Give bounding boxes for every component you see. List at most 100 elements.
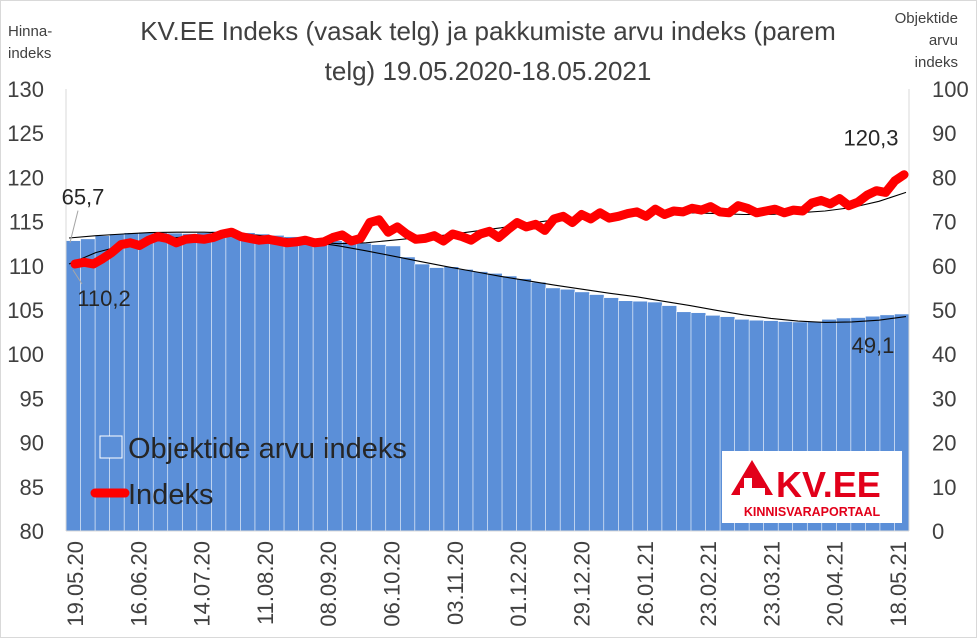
bar (94, 235, 111, 532)
left-tick-label: 100 (7, 342, 44, 367)
bar (472, 271, 489, 532)
bar (501, 275, 518, 532)
left-tick-label: 90 (20, 431, 44, 456)
bar (341, 241, 358, 532)
left-tick-label: 95 (20, 386, 44, 411)
x-tick-label: 18.05.21 (886, 541, 911, 627)
bar (80, 238, 96, 532)
right-axis-title-line-3: indeks (915, 54, 958, 71)
right-tick-label: 70 (932, 210, 956, 235)
right-tick-label: 40 (932, 342, 956, 367)
x-tick-label: 29.12.20 (570, 541, 595, 627)
right-tick-label: 0 (932, 519, 944, 544)
right-tick-label: 50 (932, 298, 956, 323)
x-tick-label: 23.02.21 (696, 541, 721, 627)
right-tick-label: 10 (932, 475, 956, 500)
axes (65, 89, 910, 532)
left-tick-label: 80 (20, 519, 44, 544)
right-tick-label: 90 (932, 121, 956, 146)
right-tick-label: 30 (932, 386, 956, 411)
left-tick-label: 120 (7, 165, 44, 190)
left-tick-label: 85 (20, 475, 44, 500)
x-tick-label: 26.01.21 (633, 541, 658, 627)
tick-labels: 80 85 90 95 100 105 110 115 120 125 130 0 10 20 30 40 50… (7, 77, 968, 627)
data-label-objektide-last: 49,1 (852, 333, 895, 358)
left-tick-label: 125 (7, 121, 44, 146)
x-tick-label: 01.12.20 (506, 541, 531, 627)
bar (399, 256, 416, 532)
legend-label-objektide: Objektide arvu indeks (128, 433, 407, 465)
house-arrow-icon (731, 460, 773, 495)
bar (269, 235, 285, 532)
bar (588, 294, 605, 532)
bar (385, 245, 401, 532)
chart-title-line-2: telg) 19.05.2020-18.05.2021 (325, 56, 652, 86)
bar (516, 278, 532, 532)
bar (327, 240, 343, 532)
right-tick-label: 60 (932, 254, 956, 279)
line-series-indeks (70, 170, 909, 269)
left-tick-label: 105 (7, 298, 44, 323)
x-tick-label: 08.09.20 (316, 541, 341, 627)
logo-tagline: KINNISVARAPORTAAL (744, 505, 881, 519)
bar (676, 311, 692, 532)
bar (559, 288, 576, 532)
bar (65, 240, 82, 532)
right-tick-label: 20 (932, 431, 956, 456)
bar (211, 231, 227, 532)
data-label-indeks-first: 110,2 (77, 286, 130, 311)
right-axis-title-line-1: Objektide (895, 10, 958, 27)
chart-title-line-1: KV.EE Indeks (vasak telg) ja pakkumiste … (140, 16, 836, 46)
bar (370, 244, 387, 532)
bar (632, 300, 648, 532)
bar (109, 233, 125, 532)
x-tick-label: 14.07.20 (190, 541, 215, 627)
trendline-objektide (68, 231, 907, 323)
bar (298, 237, 314, 532)
x-tick-label: 16.06.20 (126, 541, 151, 627)
bar (487, 273, 503, 532)
x-tick-label: 06.10.20 (380, 541, 405, 627)
bar (705, 314, 721, 532)
data-labels: 65,7 110,2 120,3 49,1 (62, 126, 899, 358)
left-axis-title-line-1: Hinna- (8, 23, 52, 40)
bar (603, 297, 619, 532)
x-tick-label: 20.04.21 (823, 541, 848, 627)
legend: Objektide arvu indeks Indeks (90, 433, 407, 511)
bar (240, 232, 256, 532)
left-tick-label: 110 (9, 254, 44, 279)
bar (647, 301, 663, 532)
bar (254, 233, 271, 532)
data-label-objektide-first: 65,7 (62, 185, 105, 210)
right-tick-label: 80 (932, 165, 956, 190)
right-tick-label: 100 (932, 77, 969, 102)
bar (661, 305, 678, 532)
data-label-indeks-last: 120,3 (843, 126, 898, 151)
bar (530, 281, 547, 532)
bar (618, 300, 634, 532)
bar (414, 263, 430, 532)
leader-line (72, 269, 83, 285)
left-axis-title-line-2: indeks (8, 45, 51, 62)
bar (458, 269, 474, 532)
leader-line (69, 210, 79, 243)
bar (574, 291, 590, 532)
bar (690, 312, 707, 532)
bar (312, 238, 329, 532)
bar (283, 236, 300, 532)
bar (443, 266, 460, 532)
line-series-layer (68, 170, 909, 323)
x-tick-label: 11.08.20 (253, 541, 278, 625)
right-axis-title-line-2: arvu (929, 32, 958, 49)
bar (545, 287, 561, 532)
x-tick-label: 03.11.20 (443, 541, 468, 625)
kv-ee-logo: KV.EE KINNISVARAPORTAAL (722, 451, 902, 523)
x-tick-label: 19.05.20 (63, 541, 88, 627)
left-tick-label: 115 (9, 210, 44, 235)
bar (356, 242, 372, 532)
logo-brand: KV.EE (776, 464, 881, 505)
bar (225, 231, 242, 532)
x-tick-label: 23.03.21 (759, 541, 784, 627)
legend-label-indeks: Indeks (128, 479, 213, 511)
